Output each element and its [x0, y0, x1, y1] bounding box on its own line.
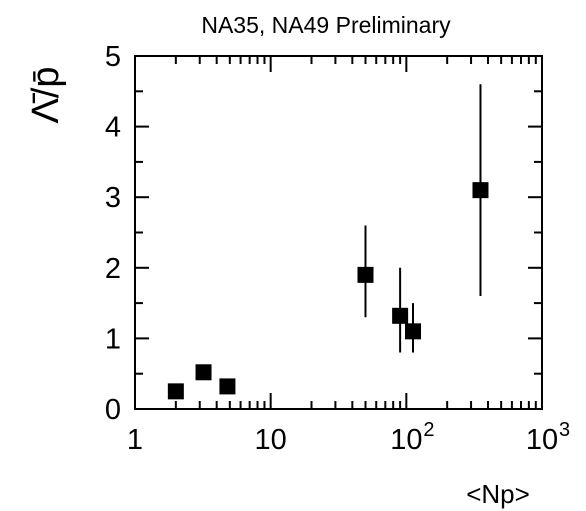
y-tick-label: 3	[105, 182, 121, 214]
x-tick-label: 1	[127, 424, 143, 456]
x-tick-exponent: 2	[423, 419, 434, 441]
x-tick-labels: 1 10 10 2 10 3	[127, 419, 570, 456]
x-tick-exponent: 3	[559, 419, 570, 441]
data-point	[405, 323, 422, 340]
y-tick-label: 2	[105, 253, 121, 285]
y-tick-label: 0	[105, 394, 121, 426]
data-point	[195, 364, 212, 381]
y-tick-label: 4	[105, 112, 121, 144]
data-point	[357, 266, 374, 283]
y-axis-label: Λ̄/p̄	[25, 66, 67, 123]
error-bars	[364, 84, 482, 353]
x-axis-label: <Np>	[466, 479, 530, 509]
y-tick-label: 5	[105, 41, 121, 73]
axis-ticks	[134, 55, 542, 410]
x-tick-label: 10	[255, 424, 287, 456]
data-point	[472, 182, 489, 199]
data-point	[392, 307, 409, 324]
x-tick-label: 10	[390, 424, 422, 456]
chart-title: NA35, NA49 Preliminary	[201, 12, 451, 38]
data-markers	[167, 182, 489, 400]
data-point	[219, 378, 236, 395]
x-tick-label: 10	[526, 424, 558, 456]
y-tick-label: 1	[105, 323, 121, 355]
y-tick-labels: 0 1 2 3 4 5	[105, 41, 121, 426]
data-point	[167, 383, 184, 400]
